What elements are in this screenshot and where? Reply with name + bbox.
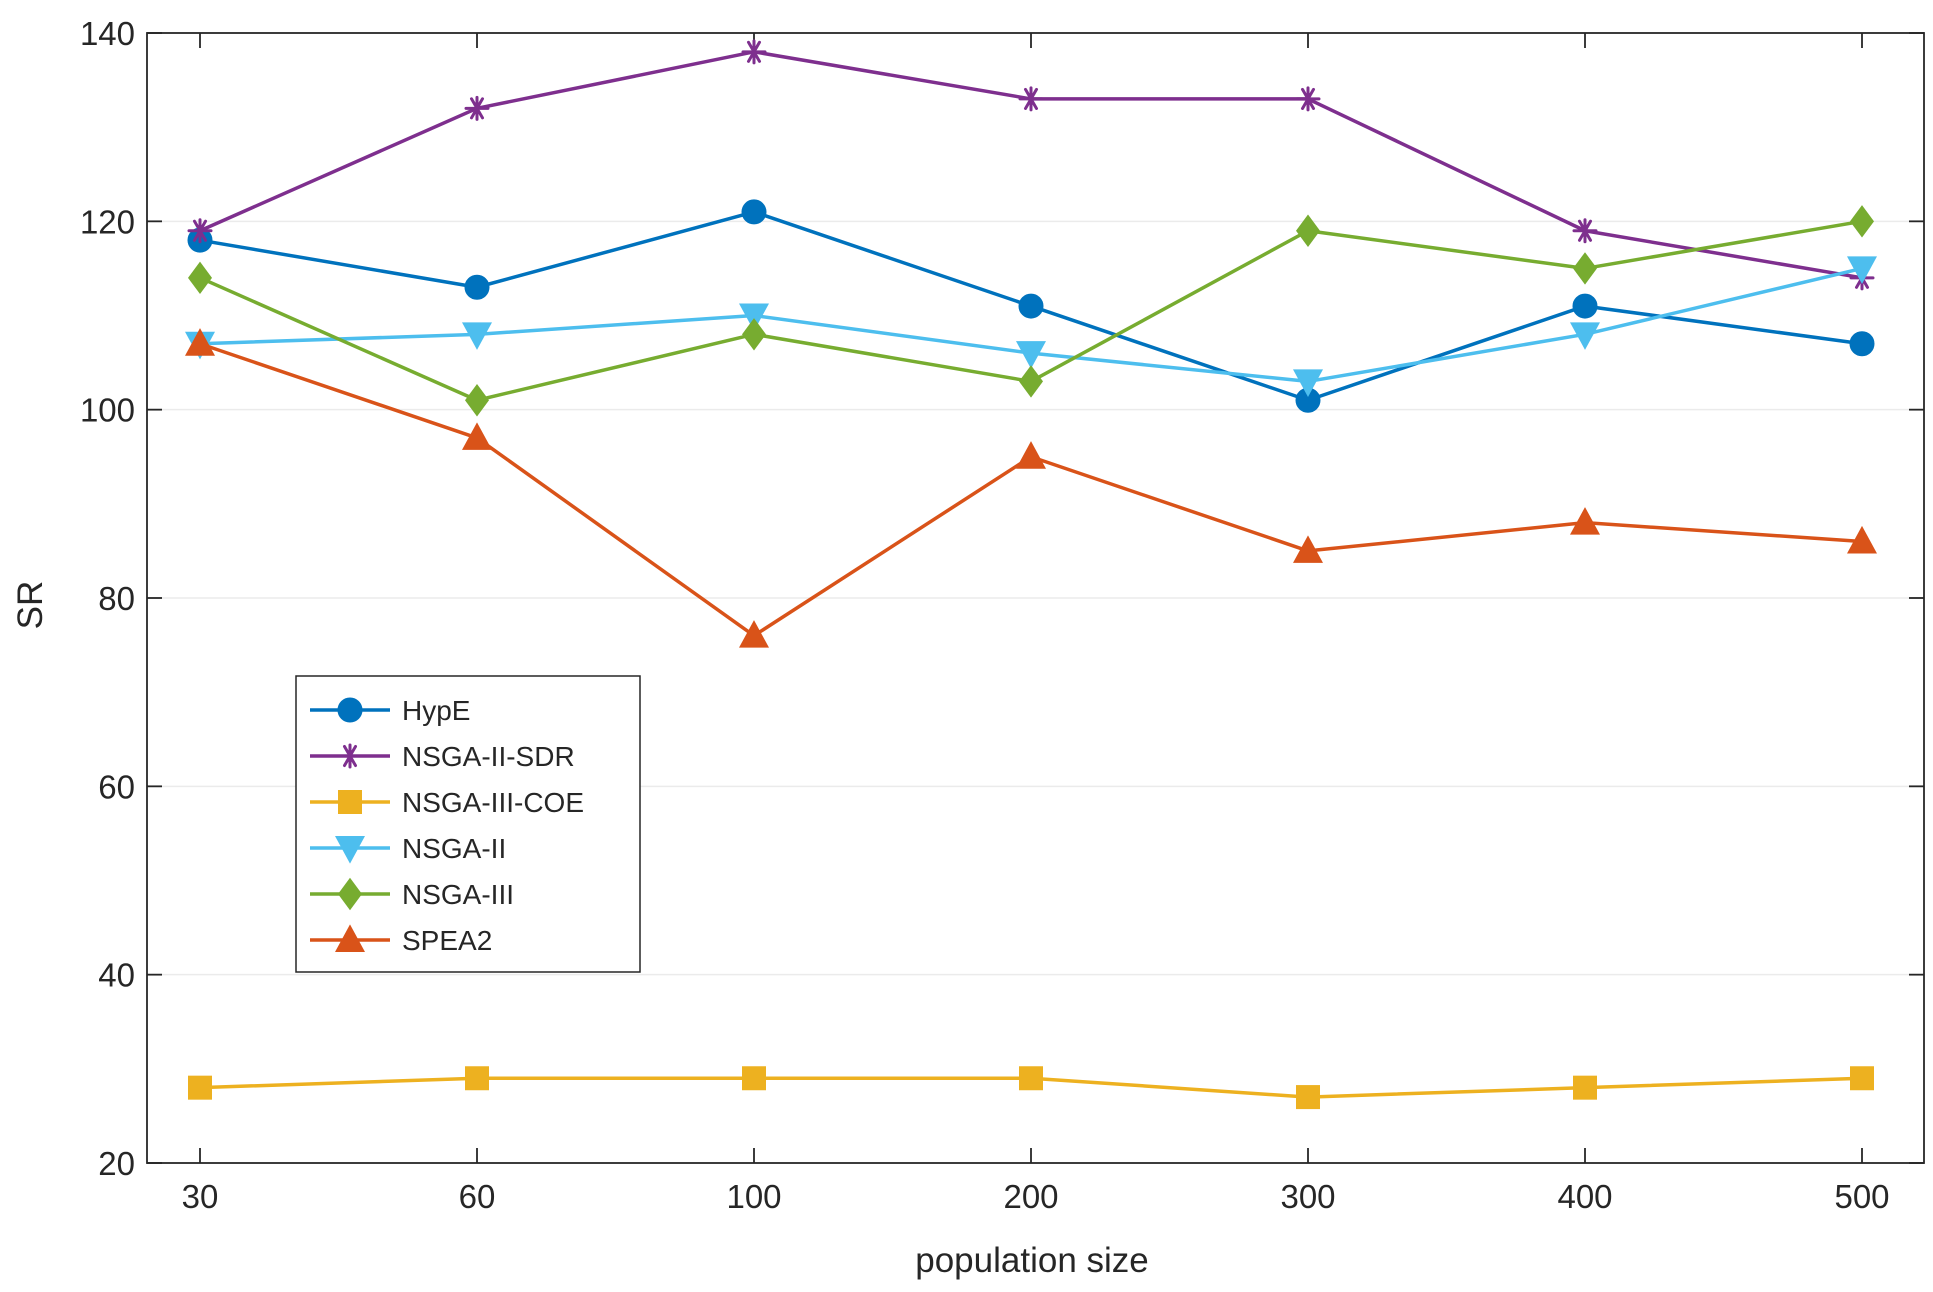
data-point-nsga-ii — [1016, 341, 1046, 369]
legend-item-nsga-ii: NSGA-II — [310, 833, 506, 864]
legend-item-spea2: SPEA2 — [310, 924, 492, 956]
data-point-nsga-iii — [465, 384, 489, 417]
legend-label: NSGA-III — [402, 879, 514, 910]
data-point-nsga-iii — [1296, 214, 1320, 247]
data-point-nsga-ii-sdr — [1018, 86, 1044, 112]
x-tick-label: 100 — [726, 1178, 781, 1215]
legend-marker-nsga-ii-sdr — [337, 743, 363, 769]
data-point-nsga-ii — [462, 322, 492, 350]
data-point-hype — [1572, 293, 1598, 319]
data-point-nsga-ii — [1293, 369, 1323, 398]
y-axis-label: SR — [11, 581, 50, 630]
data-point-nsga-iii — [1850, 205, 1874, 238]
legend-item-nsga-ii-sdr: NSGA-II-SDR — [310, 741, 575, 772]
data-point-hype — [1018, 293, 1044, 319]
legend-marker-nsga-iii-coe — [338, 790, 362, 814]
data-point-nsga-iii-coe — [1296, 1085, 1320, 1110]
data-point-spea2 — [1570, 507, 1600, 535]
tick-labels: 30 60 100 200 300 400 500 20 40 60 80 100 120 140 — [80, 15, 1890, 1215]
legend-marker-nsga-ii — [335, 836, 365, 864]
data-point-nsga-ii — [1570, 322, 1600, 350]
y-tick-label: 20 — [98, 1145, 135, 1182]
data-point-spea2 — [1016, 441, 1046, 469]
data-point-nsga-iii-coe — [1573, 1075, 1597, 1100]
x-tick-label: 60 — [459, 1178, 496, 1215]
x-axis-label: population size — [915, 1241, 1149, 1280]
legend-marker-nsga-iii — [338, 877, 362, 911]
plot-series — [185, 39, 1877, 1110]
x-tick-label: 300 — [1280, 1178, 1335, 1215]
legend-marker-hype — [337, 697, 363, 723]
x-tick-label: 200 — [1003, 1178, 1058, 1215]
data-point-nsga-ii-sdr — [1295, 86, 1321, 112]
x-tick-label: 500 — [1834, 1178, 1889, 1215]
series-spea2 — [185, 328, 1877, 648]
legend-label: HypE — [402, 695, 470, 726]
legend-label: SPEA2 — [402, 925, 492, 956]
y-tick-label: 120 — [80, 203, 135, 240]
data-point-nsga-iii — [1573, 252, 1597, 285]
y-tick-label: 140 — [80, 15, 135, 52]
data-point-nsga-iii — [742, 318, 766, 351]
data-point-nsga-iii-coe — [742, 1066, 766, 1091]
legend: HypE NSGA-II-SDR NSGA-III-COE NSGA-II NSGA-I… — [295, 675, 641, 973]
data-point-spea2 — [739, 620, 769, 648]
y-tick-label: 60 — [98, 768, 135, 805]
series-line-nsga-ii-sdr — [199, 50, 1863, 280]
data-point-nsga-ii — [1847, 256, 1877, 285]
data-point-nsga-iii-coe — [188, 1075, 212, 1100]
data-point-hype — [464, 274, 490, 300]
data-point-nsga-ii-sdr — [1572, 218, 1598, 244]
data-point-nsga-ii-sdr — [187, 218, 213, 244]
x-tick-label: 30 — [182, 1178, 219, 1215]
data-point-nsga-iii-coe — [1850, 1066, 1874, 1091]
data-point-spea2 — [185, 328, 215, 356]
data-point-spea2 — [1847, 525, 1877, 554]
legend-item-nsga-iii: NSGA-III — [310, 877, 514, 911]
series-nsga-ii-sdr — [187, 39, 1875, 291]
data-point-nsga-iii — [188, 261, 212, 295]
data-point-nsga-ii-sdr — [464, 95, 490, 121]
legend-label: NSGA-III-COE — [402, 787, 584, 818]
data-point-nsga-iii-coe — [1019, 1066, 1043, 1091]
data-point-nsga-ii-sdr — [741, 39, 767, 65]
y-tick-label: 80 — [98, 580, 135, 617]
y-tick-label: 100 — [80, 392, 135, 429]
data-point-spea2 — [1293, 535, 1323, 563]
data-point-nsga-iii — [1019, 365, 1043, 398]
data-point-hype — [1849, 331, 1875, 357]
legend-box — [295, 675, 641, 973]
legend-item-nsga-iii-coe: NSGA-III-COE — [310, 787, 584, 818]
series-nsga-iii — [188, 205, 1874, 417]
legend-label: NSGA-II-SDR — [402, 741, 575, 772]
legend-item-hype: HypE — [310, 695, 470, 726]
y-tick-label: 40 — [98, 957, 135, 994]
data-point-nsga-ii — [739, 303, 769, 332]
data-point-nsga-iii-coe — [465, 1066, 489, 1091]
x-tick-label: 400 — [1557, 1178, 1612, 1215]
data-point-spea2 — [462, 422, 492, 450]
series-nsga-iii-coe — [188, 1066, 1874, 1110]
legend-label: NSGA-II — [402, 833, 506, 864]
legend-marker-spea2 — [335, 924, 365, 952]
data-point-hype — [741, 199, 767, 225]
axes — [146, 32, 1925, 1164]
